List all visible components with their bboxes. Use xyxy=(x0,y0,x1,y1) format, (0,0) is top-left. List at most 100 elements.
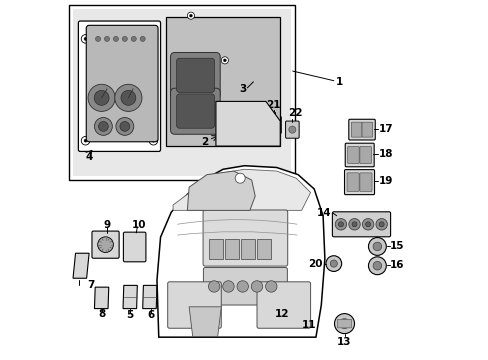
Circle shape xyxy=(334,314,354,334)
Text: 17: 17 xyxy=(378,124,392,134)
Polygon shape xyxy=(142,285,157,309)
FancyBboxPatch shape xyxy=(285,121,299,138)
Text: 8: 8 xyxy=(98,309,105,319)
Circle shape xyxy=(365,222,370,227)
Polygon shape xyxy=(189,307,221,337)
Circle shape xyxy=(149,136,157,145)
Circle shape xyxy=(113,36,118,41)
Circle shape xyxy=(276,294,287,305)
Polygon shape xyxy=(165,18,280,146)
Circle shape xyxy=(367,257,386,275)
Polygon shape xyxy=(157,166,324,337)
Text: 22: 22 xyxy=(287,108,302,118)
FancyBboxPatch shape xyxy=(350,122,361,137)
Circle shape xyxy=(95,36,101,41)
FancyBboxPatch shape xyxy=(167,282,221,328)
Text: 4: 4 xyxy=(85,152,93,162)
Circle shape xyxy=(339,319,349,329)
Circle shape xyxy=(152,37,155,40)
Text: 23: 23 xyxy=(251,107,265,116)
Polygon shape xyxy=(94,287,108,309)
Circle shape xyxy=(338,222,343,227)
Circle shape xyxy=(378,222,384,227)
Circle shape xyxy=(84,139,87,142)
Circle shape xyxy=(81,35,90,43)
Bar xyxy=(69,5,294,180)
Circle shape xyxy=(104,36,109,41)
FancyBboxPatch shape xyxy=(203,267,287,305)
Text: 18: 18 xyxy=(378,149,392,159)
Circle shape xyxy=(329,260,337,267)
FancyBboxPatch shape xyxy=(123,232,145,262)
Circle shape xyxy=(271,122,278,128)
Text: 11: 11 xyxy=(301,320,316,330)
FancyBboxPatch shape xyxy=(176,58,214,93)
Circle shape xyxy=(223,59,226,62)
FancyBboxPatch shape xyxy=(348,119,374,140)
Circle shape xyxy=(288,126,295,133)
Text: 20: 20 xyxy=(307,258,322,269)
Bar xyxy=(257,239,271,258)
Circle shape xyxy=(208,281,220,292)
Bar xyxy=(73,9,290,176)
Circle shape xyxy=(140,36,145,41)
FancyBboxPatch shape xyxy=(257,282,310,328)
Text: 21: 21 xyxy=(266,100,281,110)
FancyBboxPatch shape xyxy=(344,170,374,195)
Text: 3: 3 xyxy=(239,84,246,94)
Circle shape xyxy=(98,237,113,252)
FancyBboxPatch shape xyxy=(86,25,158,142)
Circle shape xyxy=(325,256,341,271)
Circle shape xyxy=(131,36,136,41)
Text: 16: 16 xyxy=(389,260,403,270)
Text: 12: 12 xyxy=(274,309,289,319)
Text: 2: 2 xyxy=(201,137,208,147)
Text: 19: 19 xyxy=(378,176,392,186)
Bar xyxy=(224,239,239,258)
FancyBboxPatch shape xyxy=(176,94,214,128)
Text: 6: 6 xyxy=(146,310,154,320)
FancyBboxPatch shape xyxy=(332,212,390,237)
FancyBboxPatch shape xyxy=(361,122,372,137)
Bar xyxy=(208,239,223,258)
Circle shape xyxy=(149,35,157,43)
Text: 5: 5 xyxy=(126,310,134,320)
FancyBboxPatch shape xyxy=(346,173,358,192)
Circle shape xyxy=(279,297,284,302)
Text: 15: 15 xyxy=(389,241,403,251)
Text: 7: 7 xyxy=(87,280,95,291)
FancyBboxPatch shape xyxy=(359,173,371,192)
Circle shape xyxy=(351,222,356,227)
Circle shape xyxy=(265,281,276,292)
FancyBboxPatch shape xyxy=(170,53,220,99)
Circle shape xyxy=(81,136,90,145)
Circle shape xyxy=(221,57,228,64)
Circle shape xyxy=(375,219,386,230)
FancyBboxPatch shape xyxy=(347,147,358,163)
Circle shape xyxy=(121,90,136,105)
Circle shape xyxy=(257,123,263,130)
Polygon shape xyxy=(187,171,255,210)
FancyBboxPatch shape xyxy=(345,143,373,167)
Circle shape xyxy=(116,117,134,135)
Circle shape xyxy=(189,14,192,17)
Circle shape xyxy=(115,84,142,111)
Circle shape xyxy=(237,281,248,292)
FancyBboxPatch shape xyxy=(203,210,287,266)
Polygon shape xyxy=(216,102,280,146)
Text: 14: 14 xyxy=(316,208,331,218)
Text: 13: 13 xyxy=(337,337,351,347)
Text: 1: 1 xyxy=(335,77,342,87)
FancyBboxPatch shape xyxy=(78,21,160,152)
FancyBboxPatch shape xyxy=(92,231,119,258)
Circle shape xyxy=(362,219,373,230)
Polygon shape xyxy=(173,169,310,210)
Circle shape xyxy=(88,84,115,111)
Circle shape xyxy=(348,219,360,230)
Circle shape xyxy=(304,298,313,309)
Circle shape xyxy=(187,12,194,19)
Bar xyxy=(241,239,255,258)
Circle shape xyxy=(120,122,129,131)
Circle shape xyxy=(235,173,244,183)
Text: 10: 10 xyxy=(132,220,146,230)
